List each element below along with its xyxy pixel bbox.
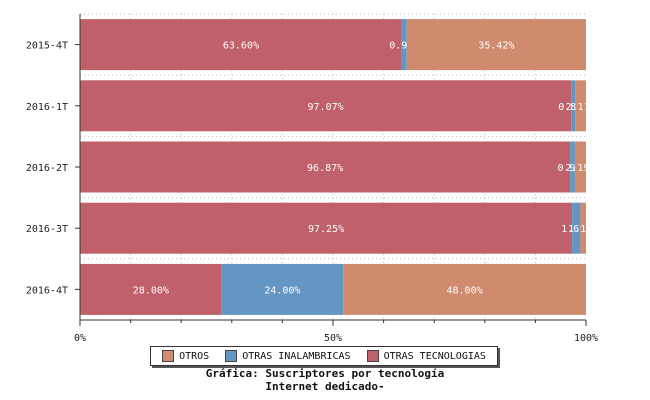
bar-segment-label: 0.82%: [558, 102, 588, 113]
bar-segment: [80, 19, 402, 71]
bar-segment-label: 2.11%: [566, 102, 596, 113]
bar-segment-label: 0.98%: [389, 41, 419, 52]
bar-segment-label: 1.65%: [561, 224, 591, 235]
legend-swatch-otras-tecnologias: [366, 350, 379, 362]
x-tick-label: 0%: [74, 333, 86, 344]
bar-segment: [580, 202, 586, 254]
bar-segment-label: 96.87%: [307, 163, 343, 174]
bar-segment-label: 35.42%: [478, 41, 514, 52]
y-tick-label: 2016-3T: [26, 224, 68, 235]
chart-title-line-1: Gráfica: Suscriptores por tecnología: [205, 367, 445, 380]
legend-swatch-otros: [162, 350, 175, 362]
legend-swatch-otras-inalambricas: [225, 350, 238, 362]
legend-label-otros: OTROS: [179, 350, 210, 362]
bar-segment-label: 97.07%: [308, 102, 344, 113]
y-tick-label: 2015-4T: [26, 41, 68, 52]
legend: OTROS OTRAS INALAMBRICAS OTRAS TECNOLOGI…: [150, 346, 498, 366]
bar-segment: [343, 263, 586, 315]
x-tick-label: 100%: [574, 333, 598, 344]
bar-segment: [574, 141, 586, 193]
bar-segment: [572, 202, 581, 254]
bar-segment: [80, 80, 572, 132]
bar-segment: [570, 141, 575, 193]
bar-segment-label: 1.10%: [568, 224, 598, 235]
bar-segment: [80, 263, 222, 315]
bar-segment: [401, 19, 407, 71]
bar-segment-label: 0.94%: [557, 163, 587, 174]
bar-segment-label: 28.00%: [133, 285, 169, 296]
y-tick-label: 2016-1T: [26, 102, 68, 113]
legend-item-otros: OTROS: [162, 350, 209, 362]
chart-title-line-2: Internet dedicado-: [265, 380, 385, 393]
x-tick-label: 50%: [324, 333, 342, 344]
y-tick-label: 2016-4T: [26, 285, 68, 296]
legend-item-otras-tecnologias: OTRAS TECNOLOGIAS: [366, 350, 486, 362]
bar-segment-label: 24.00%: [264, 285, 300, 296]
bar-segment-label: 63.60%: [223, 41, 259, 52]
bar-segment-label: 97.25%: [308, 224, 344, 235]
legend-label-otras-tecnologias: OTRAS TECNOLOGIAS: [383, 350, 486, 362]
bar-segment-label: 2.19%: [565, 163, 595, 174]
bar-segment: [80, 202, 573, 254]
y-tick-label: 2016-2T: [26, 163, 68, 174]
bar-segment: [571, 80, 576, 132]
bar-segment: [221, 263, 344, 315]
bar-segment-label: 48.00%: [446, 285, 482, 296]
legend-item-otras-inalambricas: OTRAS INALAMBRICAS: [225, 350, 351, 362]
bar-segment: [575, 80, 586, 132]
bar-segment: [80, 141, 571, 193]
legend-label-otras-inalambricas: OTRAS INALAMBRICAS: [242, 350, 351, 362]
bar-segment: [406, 19, 586, 71]
